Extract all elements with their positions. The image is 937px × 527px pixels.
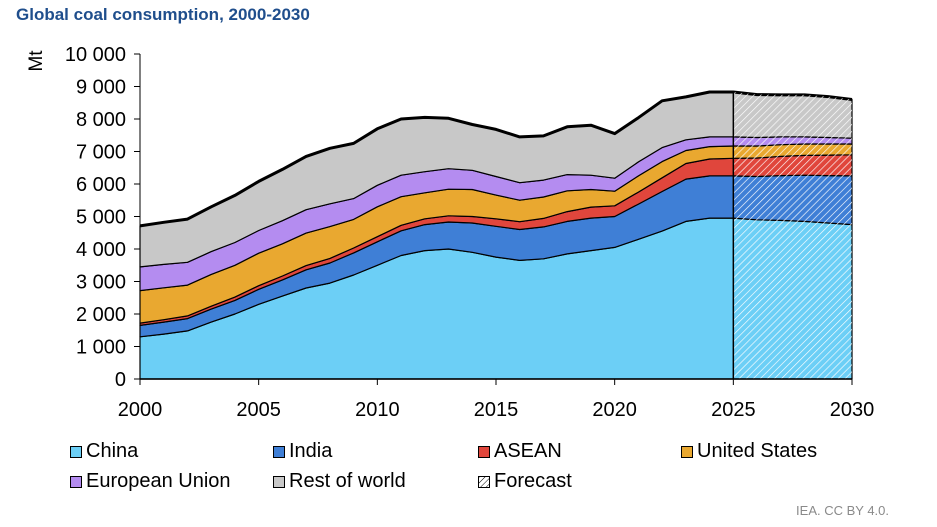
y-tick-label: 9 000 (76, 77, 126, 99)
y-tick-label: 5 000 (76, 207, 126, 229)
legend-item-asean: ASEAN (478, 440, 562, 463)
y-axis-label: Mt (26, 50, 47, 72)
x-tick-label: 2015 (474, 399, 519, 421)
legend-item-rest-of-world: Rest of world (273, 470, 406, 493)
x-tick-label: 2000 (118, 399, 163, 421)
legend-label-asean: ASEAN (494, 440, 562, 462)
y-tick-label: 6 000 (76, 174, 126, 196)
legend-swatch-forecast (478, 475, 490, 488)
legend-item-european-union: European Union (70, 470, 231, 493)
y-tick-label: 8 000 (76, 109, 126, 131)
x-tick-label: 2005 (236, 399, 281, 421)
y-tick-label: 10 000 (65, 44, 126, 66)
legend-swatch-united-states (681, 445, 693, 458)
legend-label-forecast: Forecast (494, 470, 572, 492)
legend-item-forecast: Forecast (478, 470, 572, 493)
legend-swatch-china (70, 445, 82, 458)
forecast-overlay (732, 92, 852, 379)
y-tick-label: 3 000 (76, 272, 126, 294)
axes: 0 1 000 2 000 3 000 4 000 5 000 6 000 7 000 8 00… (26, 44, 874, 421)
y-tick-label: 4 000 (76, 239, 126, 261)
legend-label-china: China (86, 440, 139, 462)
y-tick-label: 0 (115, 369, 126, 391)
forecast-hatch (733, 92, 852, 379)
x-tick-label: 2025 (711, 399, 756, 421)
legend-label-india: India (289, 440, 333, 462)
coal-consumption-chart: 0 1 000 2 000 3 000 4 000 5 000 6 000 7 000 8 00… (26, 44, 874, 421)
y-tick-label: 2 000 (76, 304, 126, 326)
legend-swatch-asean (478, 445, 490, 458)
legend-swatch-india (273, 445, 285, 458)
legend-swatch-rest-of-world (273, 475, 285, 488)
legend-label-european-union: European Union (86, 470, 231, 492)
x-tick-label: 2020 (592, 399, 637, 421)
y-tick-label: 7 000 (76, 142, 126, 164)
y-tick-label: 1 000 (76, 337, 126, 359)
x-tick-label: 2030 (830, 399, 875, 421)
x-tick-label: 2010 (355, 399, 400, 421)
credit-text: IEA. CC BY 4.0. (796, 503, 889, 518)
legend-item-china: China (70, 440, 138, 463)
legend-swatch-european-union (70, 475, 82, 488)
chart-title: Global coal consumption, 2000-2030 (16, 5, 310, 24)
legend-item-india: India (273, 440, 332, 463)
legend-label-rest-of-world: Rest of world (289, 470, 406, 492)
legend-item-united-states: United States (681, 440, 817, 463)
legend-label-united-states: United States (697, 440, 818, 462)
